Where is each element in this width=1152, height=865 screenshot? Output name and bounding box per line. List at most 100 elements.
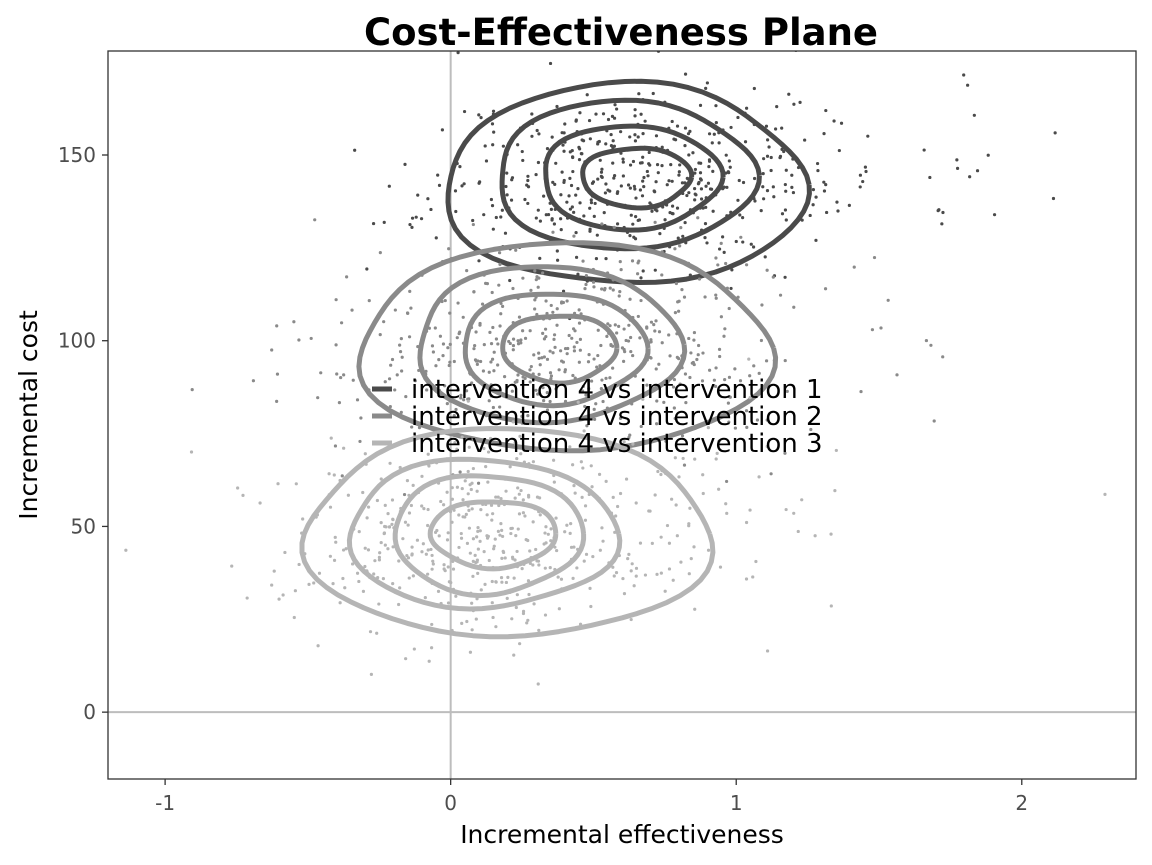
scatter-point (792, 305, 796, 309)
scatter-point (379, 540, 383, 545)
scatter-point (489, 383, 493, 387)
scatter-point (932, 419, 936, 423)
scatter-point (632, 184, 637, 188)
scatter-point (657, 330, 662, 334)
scatter-point (476, 529, 480, 533)
scatter-point (749, 242, 753, 246)
scatter-point (581, 259, 585, 263)
scatter-point (714, 366, 718, 370)
scatter-point (408, 289, 412, 294)
scatter-point (275, 372, 280, 376)
scatter-point (624, 477, 629, 481)
scatter-point (542, 355, 546, 359)
scatter-point (668, 354, 672, 358)
scatter-point (584, 282, 588, 287)
scatter-point (630, 259, 635, 263)
scatter-point (536, 682, 540, 686)
scatter-point (544, 334, 548, 339)
legend-label: intervention 4 vs intervention 3 (411, 429, 823, 459)
scatter-point (391, 545, 395, 549)
scatter-point (497, 283, 501, 287)
scatter-point (711, 169, 715, 173)
scatter-point (526, 579, 531, 583)
scatter-point (815, 161, 820, 166)
scatter-point (643, 573, 648, 577)
scatter-point (425, 388, 429, 392)
scatter-point (780, 212, 785, 216)
scatter-point (782, 149, 786, 154)
scatter-point (471, 222, 475, 227)
scatter-point (739, 235, 743, 239)
scatter-point (504, 580, 508, 585)
y-tick-label: 100 (58, 329, 96, 353)
scatter-point (568, 207, 572, 211)
scatter-point (563, 346, 568, 351)
scatter-point (563, 370, 567, 374)
scatter-point (378, 333, 382, 337)
scatter-point (603, 286, 607, 291)
scatter-point (833, 489, 837, 493)
scatter-point (783, 358, 787, 363)
scatter-point (366, 548, 371, 552)
scatter-point (390, 498, 395, 502)
scatter-point (673, 247, 677, 251)
scatter-point (383, 543, 387, 547)
scatter-point (554, 516, 558, 520)
scatter-point (774, 127, 778, 131)
scatter-point (492, 369, 496, 373)
scatter-point (450, 520, 454, 524)
scatter-point (497, 251, 502, 255)
scatter-point (569, 183, 574, 188)
scatter-point (609, 132, 613, 137)
scatter-point (733, 367, 737, 371)
scatter-point (681, 234, 685, 238)
scatter-point (427, 659, 431, 663)
scatter-point (292, 320, 296, 324)
scatter-point (275, 324, 279, 328)
scatter-point (476, 547, 480, 551)
scatter-point (571, 373, 575, 378)
scatter-point (430, 553, 434, 558)
scatter-point (457, 545, 461, 550)
scatter-point (476, 525, 480, 530)
scatter-point (612, 116, 617, 120)
scatter-point (706, 426, 710, 430)
scatter-point (189, 450, 194, 454)
scatter-point (505, 171, 509, 175)
scatter-point (492, 130, 496, 134)
scatter-point (594, 402, 598, 406)
scatter-point (757, 371, 761, 375)
scatter-point (515, 378, 519, 383)
scatter-point (488, 330, 492, 334)
scatter-point (563, 122, 567, 126)
scatter-point (281, 593, 285, 597)
scatter-point (532, 602, 536, 606)
scatter-point (570, 336, 574, 340)
scatter-point (509, 531, 513, 536)
scatter-point (565, 523, 569, 527)
scatter-point (727, 420, 731, 424)
scatter-point (571, 576, 575, 581)
scatter-point (717, 141, 721, 145)
scatter-point (517, 315, 522, 319)
scatter-point (618, 416, 623, 420)
scatter-point (741, 216, 745, 220)
scatter-point (701, 491, 705, 496)
scatter-point (677, 309, 681, 313)
scatter-point (386, 512, 390, 516)
scatter-point (549, 303, 553, 308)
scatter-point (800, 218, 804, 222)
scatter-point (379, 477, 383, 481)
scatter-point (526, 185, 531, 189)
scatter-point (124, 548, 128, 552)
scatter-point (633, 139, 638, 143)
scatter-point (694, 193, 698, 197)
scatter-point (641, 132, 645, 136)
scatter-point (592, 407, 596, 411)
scatter-point (670, 119, 674, 124)
scatter-point (604, 479, 608, 483)
scatter-point (477, 181, 481, 185)
scatter-point (438, 334, 443, 338)
scatter-point (595, 233, 599, 237)
scatter-point (531, 520, 535, 524)
